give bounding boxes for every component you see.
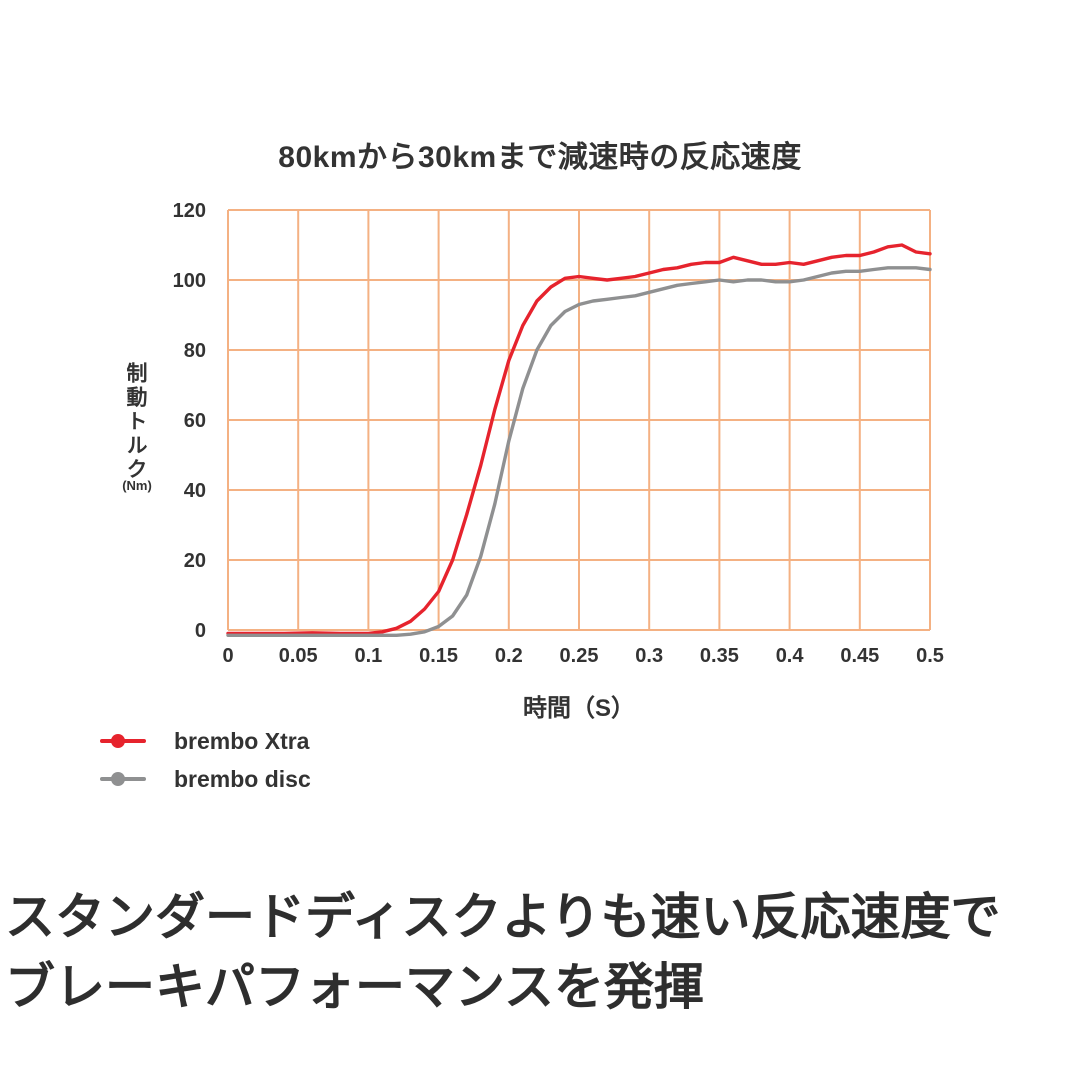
line-chart-canvas: 0 0.05 0.1 0.15 0.2 0.25 0.3 0.35 0.4 0.45 0.5 0 20 4… xyxy=(173,200,944,667)
x-tick-label: 0.2 xyxy=(495,645,523,667)
x-tick-label: 0 xyxy=(222,645,233,667)
legend-marker-red xyxy=(100,728,146,754)
x-tick-label: 0.25 xyxy=(560,645,599,667)
legend-marker-gray xyxy=(100,766,146,792)
dot-marker-icon xyxy=(111,734,125,748)
series-line-1 xyxy=(226,266,932,637)
x-tick-label: 0.3 xyxy=(635,645,663,667)
x-axis-label: 時間（S） xyxy=(522,695,635,722)
x-tick-label: 0.1 xyxy=(354,645,382,667)
y-tick-label: 0 xyxy=(195,620,206,642)
x-tick-label: 0.45 xyxy=(840,645,879,667)
x-tick-label: 0.35 xyxy=(700,645,739,667)
chart-legend: brembo Xtra brembo disc xyxy=(100,728,311,804)
y-tick-label: 120 xyxy=(173,200,206,222)
legend-label-brembo-disc: brembo disc xyxy=(174,765,311,792)
y-tick-label: 20 xyxy=(184,550,206,572)
caption-line-2: ブレーキパフォーマンスを発揮 xyxy=(5,959,704,1015)
chart-title: 80kmから30kmまで減速時の反応速度 xyxy=(278,141,802,174)
x-tick-label: 0.15 xyxy=(419,645,458,667)
y-tick-label: 80 xyxy=(184,340,206,362)
x-tick-label: 0.5 xyxy=(916,645,944,667)
bottom-caption: スタンダードディスクよりも速い反応速度で ブレーキパフォーマンスを発揮 xyxy=(5,882,1080,1022)
y-axis-unit-label: (Nm) xyxy=(122,478,152,493)
legend-item-brembo-disc: brembo disc xyxy=(100,766,311,792)
series-line-0 xyxy=(226,243,932,636)
legend-item-brembo-xtra: brembo Xtra xyxy=(100,728,311,754)
y-tick-label: 40 xyxy=(184,480,206,502)
x-tick-label: 0.4 xyxy=(776,645,805,667)
x-tick-label: 0.05 xyxy=(279,645,318,667)
y-tick-label: 60 xyxy=(184,410,206,432)
y-axis-label: 制動トルク xyxy=(124,362,147,482)
dot-marker-icon xyxy=(111,772,125,786)
legend-label-brembo-xtra: brembo Xtra xyxy=(174,727,310,754)
y-tick-label: 100 xyxy=(173,270,206,292)
caption-line-1: スタンダードディスクよりも速い反応速度で xyxy=(5,889,1001,945)
